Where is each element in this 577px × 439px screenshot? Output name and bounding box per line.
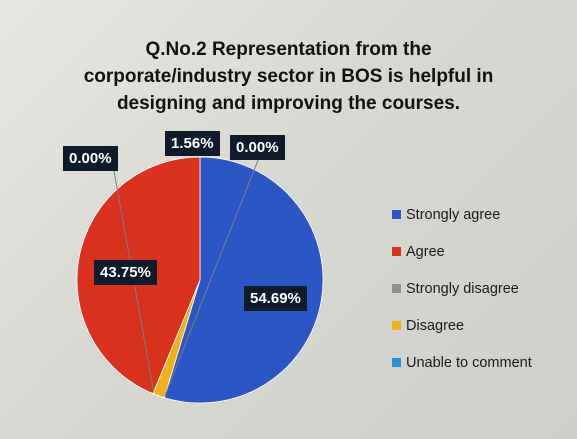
- chart-title-line-3: designing and improving the courses.: [116, 93, 461, 114]
- legend-item-strongly-disagree: Strongly disagree: [392, 270, 532, 307]
- data-label-unable-to-comment: 0.00%: [230, 135, 285, 160]
- legend-item-strongly-agree: Strongly agree: [392, 196, 532, 233]
- legend-swatch: [392, 321, 401, 330]
- pie-slice-strongly-agree: [163, 156, 324, 404]
- leader-line-unable-to-comment: [164, 149, 263, 396]
- legend-item-disagree: Disagree: [392, 307, 532, 344]
- legend-label: Unable to comment: [406, 354, 532, 371]
- legend-label: Disagree: [406, 317, 465, 334]
- legend-item-unable-to-comment: Unable to comment: [392, 344, 532, 381]
- legend-label: Strongly disagree: [406, 280, 519, 297]
- chart-title-line-1: Q.No.2 Representation from the: [145, 39, 432, 60]
- chart-title: Q.No.2 Representation from the corporate…: [40, 36, 537, 117]
- legend-swatch: [392, 358, 401, 367]
- chart-legend: Strongly agree Agree Strongly disagree D…: [392, 196, 532, 381]
- legend-label: Agree: [406, 243, 445, 260]
- data-label-strongly-disagree: 0.00%: [63, 146, 118, 171]
- legend-item-agree: Agree: [392, 233, 532, 270]
- legend-swatch: [392, 284, 401, 293]
- chart-title-line-2: corporate/industry sector in BOS is help…: [83, 66, 494, 87]
- data-label-disagree: 1.56%: [165, 131, 220, 156]
- legend-label: Strongly agree: [406, 206, 501, 223]
- legend-swatch: [392, 247, 401, 256]
- data-label-strongly-agree: 54.69%: [244, 286, 307, 311]
- legend-swatch: [392, 210, 401, 219]
- data-label-agree: 43.75%: [94, 260, 157, 285]
